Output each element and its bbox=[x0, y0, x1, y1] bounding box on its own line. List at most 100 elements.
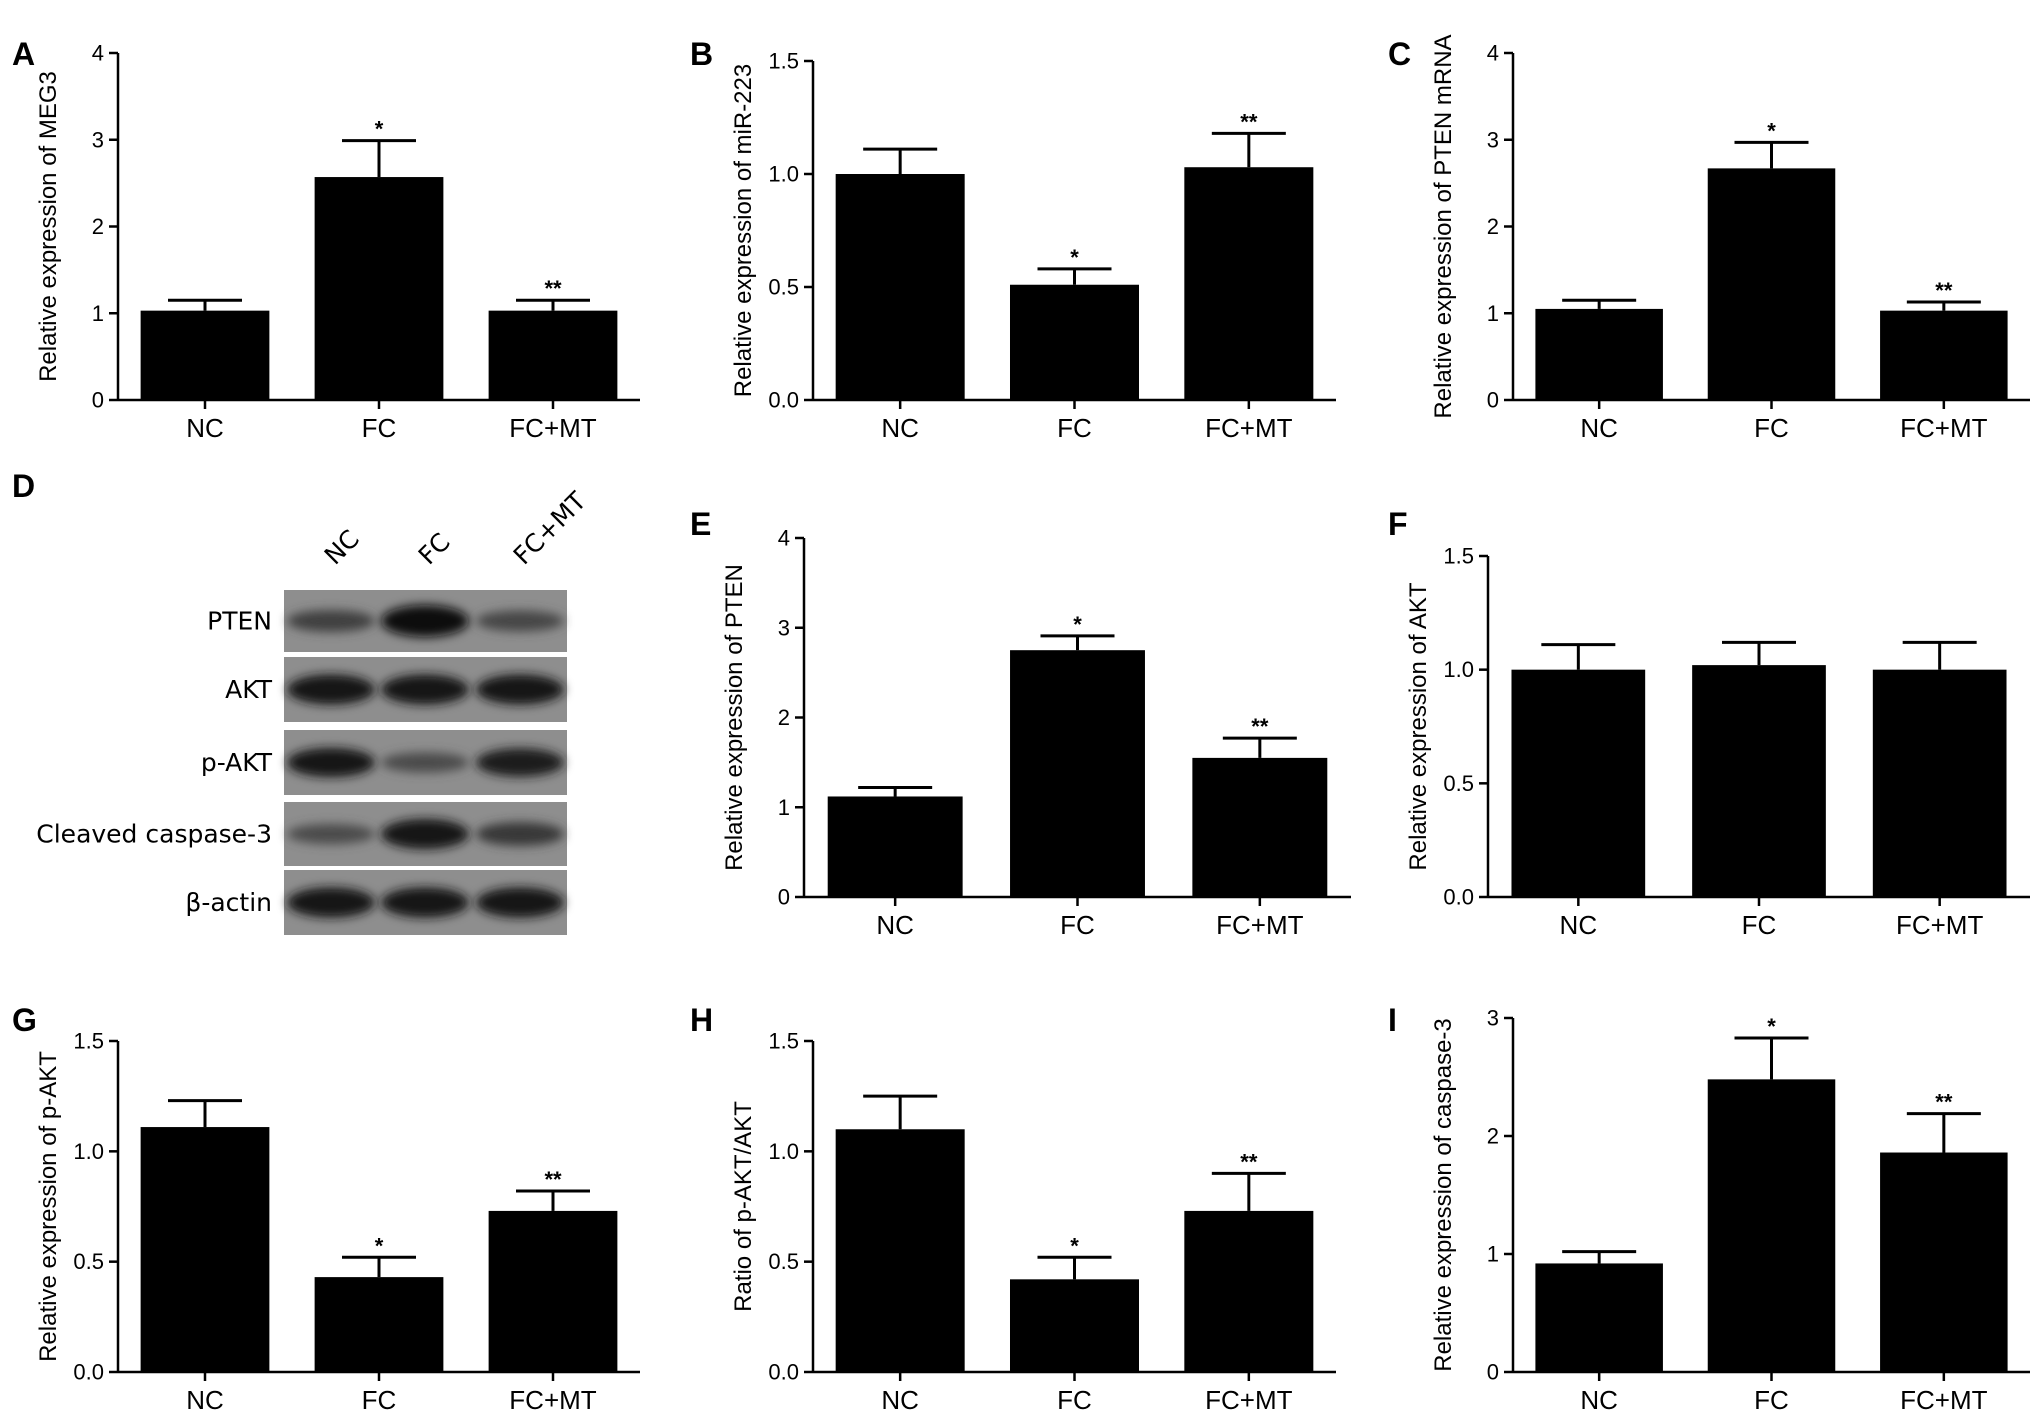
x-tick-label: NC bbox=[1560, 910, 1598, 940]
chart-panel-c: C 0 1 2 3 4 Relative expression of PTEN mRNA NC… bbox=[1388, 34, 2030, 443]
panel-letter: D bbox=[12, 468, 35, 504]
y-axis-title: Relative expression of p-AKT bbox=[35, 1051, 62, 1362]
significance-marker: * bbox=[1767, 1014, 1776, 1039]
significance-marker: * bbox=[1070, 1233, 1079, 1258]
y-tick-label: 0.5 bbox=[73, 1249, 104, 1274]
bar-fc-mt bbox=[488, 1210, 618, 1372]
x-tick-label: NC bbox=[881, 413, 919, 443]
blot-row-label: AKT bbox=[225, 675, 273, 704]
bar-fc bbox=[1707, 168, 1836, 400]
bar-fc-mt bbox=[1192, 757, 1328, 897]
y-tick-label: 1.0 bbox=[73, 1139, 104, 1164]
bar-nc bbox=[827, 796, 963, 897]
bar-fc bbox=[1010, 650, 1145, 897]
panel-letter: H bbox=[690, 1002, 713, 1038]
y-tick-label: 4 bbox=[92, 41, 104, 66]
x-tick-label: FC+MT bbox=[1205, 413, 1293, 443]
y-tick-label: 0.0 bbox=[768, 388, 799, 413]
y-tick-label: 3 bbox=[92, 127, 104, 152]
blot-band bbox=[381, 818, 469, 850]
panel-letter: I bbox=[1388, 1002, 1397, 1038]
x-tick-label: FC bbox=[362, 1385, 397, 1415]
significance-marker: ** bbox=[1240, 1149, 1258, 1174]
y-tick-label: 1.5 bbox=[73, 1029, 104, 1054]
x-tick-label: NC bbox=[186, 1385, 224, 1415]
bar-nc bbox=[1511, 669, 1646, 897]
blot-band bbox=[476, 822, 564, 846]
y-tick-label: 3 bbox=[1487, 127, 1499, 152]
x-tick-label: FC+MT bbox=[509, 1385, 597, 1415]
panel-letter: A bbox=[12, 36, 35, 72]
bar-fc-mt bbox=[1872, 669, 2007, 897]
bar-fc-mt bbox=[488, 310, 618, 400]
blot-band bbox=[287, 674, 375, 705]
y-tick-label: 0.5 bbox=[1443, 771, 1474, 796]
y-axis-title: Relative expression of PTEN mRNA bbox=[1430, 34, 1457, 418]
x-tick-label: NC bbox=[1580, 1385, 1618, 1415]
y-tick-label: 0.5 bbox=[768, 275, 799, 300]
significance-marker: ** bbox=[544, 1167, 562, 1192]
chart-panel-g: G 0.0 0.5 1.0 1.5 Relative expression of p-AK… bbox=[12, 1002, 640, 1415]
y-axis-title: Ratio of p-AKT/AKT bbox=[730, 1101, 757, 1312]
bar-fc-mt bbox=[1880, 310, 2008, 400]
y-tick-label: 0.0 bbox=[1443, 885, 1474, 910]
blot-band bbox=[476, 887, 564, 918]
bar-fc bbox=[1009, 284, 1140, 400]
significance-marker: * bbox=[1767, 118, 1776, 143]
x-tick-label: NC bbox=[881, 1385, 919, 1415]
y-tick-label: 4 bbox=[1487, 41, 1499, 66]
y-tick-label: 3 bbox=[1487, 1006, 1499, 1031]
chart-panel-h: H 0.0 0.5 1.0 1.5 Ratio of p-AKT/AKT NC * FC ** FC… bbox=[690, 1002, 1336, 1415]
chart-panel-f: F 0.0 0.5 1.0 1.5 Relative expression of AKT N… bbox=[1388, 506, 2030, 940]
bar-fc-mt bbox=[1184, 1210, 1314, 1372]
significance-marker: * bbox=[375, 117, 384, 142]
bar-nc bbox=[140, 310, 270, 400]
significance-marker: ** bbox=[1935, 278, 1953, 303]
blot-row-label: PTEN bbox=[207, 607, 272, 636]
panel-letter: C bbox=[1388, 36, 1411, 72]
x-tick-label: NC bbox=[186, 413, 224, 443]
x-tick-label: FC bbox=[1754, 1385, 1789, 1415]
bar-nc bbox=[835, 1129, 965, 1372]
significance-marker: * bbox=[375, 1233, 384, 1258]
y-tick-label: 1 bbox=[1487, 1242, 1499, 1267]
bar-fc bbox=[314, 177, 444, 400]
significance-marker: ** bbox=[1240, 109, 1258, 134]
blot-band bbox=[287, 747, 375, 778]
panel-letter: B bbox=[690, 36, 713, 72]
significance-marker: ** bbox=[1935, 1090, 1953, 1115]
y-tick-label: 2 bbox=[778, 705, 790, 730]
significance-marker: * bbox=[1073, 612, 1082, 637]
blot-band bbox=[381, 674, 469, 705]
y-tick-label: 1.5 bbox=[768, 1029, 799, 1054]
blot-band bbox=[476, 674, 564, 705]
blot-band bbox=[381, 605, 469, 637]
blot-band bbox=[287, 823, 375, 845]
bar-fc bbox=[1692, 665, 1826, 897]
x-tick-label: FC+MT bbox=[1900, 1385, 1988, 1415]
y-axis-title: Relative expression of MEG3 bbox=[35, 71, 62, 382]
x-tick-label: FC bbox=[1742, 910, 1777, 940]
chart-panel-e: E 0 1 2 3 4 Relative expression of PTEN NC * FC **… bbox=[690, 506, 1351, 940]
chart-panel-i: I 0 1 2 3 Relative expression of caspase-3 NC *… bbox=[1388, 1002, 2030, 1415]
bar-fc-mt bbox=[1184, 167, 1314, 400]
x-tick-label: NC bbox=[876, 910, 914, 940]
chart-panel-b: B 0.0 0.5 1.0 1.5 Relative expression of miR-… bbox=[690, 36, 1336, 443]
y-axis-title: Relative expression of AKT bbox=[1405, 582, 1432, 870]
x-tick-label: FC bbox=[1057, 1385, 1092, 1415]
x-tick-label: FC bbox=[362, 413, 397, 443]
x-tick-label: FC bbox=[1060, 910, 1095, 940]
y-tick-label: 4 bbox=[778, 526, 790, 551]
blot-band bbox=[287, 887, 375, 918]
y-tick-label: 2 bbox=[92, 214, 104, 239]
y-tick-label: 0.0 bbox=[768, 1360, 799, 1385]
bar-fc bbox=[314, 1277, 444, 1372]
bar-nc bbox=[835, 174, 965, 400]
y-axis-title: Relative expression of PTEN bbox=[721, 564, 748, 871]
y-tick-label: 1 bbox=[778, 795, 790, 820]
y-tick-label: 0 bbox=[1487, 1360, 1499, 1385]
y-tick-label: 0 bbox=[778, 885, 790, 910]
